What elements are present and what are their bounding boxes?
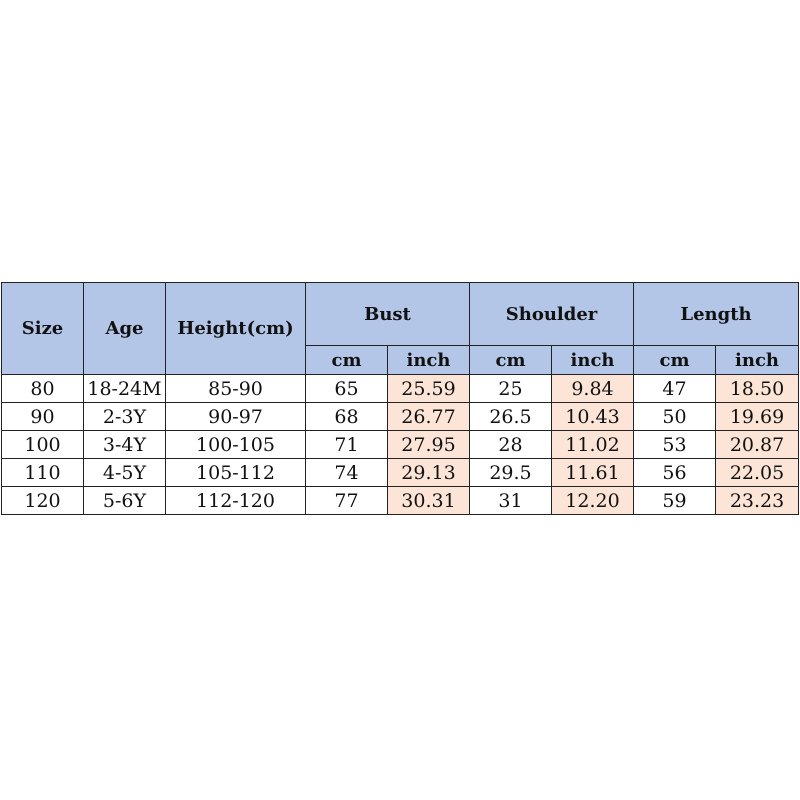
cell-age: 4-5Y [83, 458, 166, 487]
cell-shoulder-inch: 11.02 [550, 430, 635, 459]
header-length-cm: cm [633, 345, 717, 375]
cell-shoulder-inch: 11.61 [550, 458, 635, 487]
header-height: Height(cm) [165, 282, 306, 375]
header-shoulder: Shoulder [468, 282, 635, 346]
cell-length-inch: 23.23 [715, 486, 800, 515]
cell-age: 2-3Y [83, 402, 166, 431]
cell-height: 85-90 [165, 374, 306, 403]
table-row: 120 5-6Y 112-120 77 30.31 31 12.20 59 23.23 [1, 486, 800, 515]
cell-shoulder-cm: 25 [469, 374, 552, 403]
header-bust-inch: inch [387, 345, 470, 375]
cell-length-inch: 20.87 [715, 430, 800, 459]
cell-age: 5-6Y [83, 486, 166, 515]
cell-bust-inch: 29.13 [387, 458, 470, 487]
cell-bust-cm: 77 [305, 486, 388, 515]
header-length-inch: inch [715, 345, 800, 375]
cell-shoulder-cm: 31 [469, 486, 552, 515]
cell-bust-cm: 65 [305, 374, 388, 403]
cell-size: 120 [1, 486, 84, 515]
cell-shoulder-cm: 26.5 [469, 402, 552, 431]
cell-length-cm: 47 [633, 374, 717, 403]
cell-age: 18-24M [83, 374, 166, 403]
cell-size: 90 [1, 402, 84, 431]
cell-length-cm: 50 [633, 402, 717, 431]
cell-bust-inch: 30.31 [387, 486, 470, 515]
size-chart-table: Size Age Height(cm) Bust Shoulder Length… [1, 282, 800, 515]
cell-bust-cm: 68 [305, 402, 388, 431]
cell-shoulder-cm: 28 [469, 430, 552, 459]
cell-height: 105-112 [165, 458, 306, 487]
header-size: Size [1, 282, 84, 375]
cell-bust-cm: 74 [305, 458, 388, 487]
cell-shoulder-inch: 9.84 [550, 374, 635, 403]
cell-shoulder-inch: 10.43 [550, 402, 635, 431]
cell-size: 80 [1, 374, 84, 403]
cell-length-cm: 59 [633, 486, 717, 515]
cell-size: 100 [1, 430, 84, 459]
table-row: 90 2-3Y 90-97 68 26.77 26.5 10.43 50 19.69 [1, 402, 800, 431]
cell-length-inch: 19.69 [715, 402, 800, 431]
cell-length-inch: 22.05 [715, 458, 800, 487]
cell-height: 90-97 [165, 402, 306, 431]
cell-age: 3-4Y [83, 430, 166, 459]
cell-height: 100-105 [165, 430, 306, 459]
cell-bust-inch: 26.77 [387, 402, 470, 431]
cell-length-cm: 56 [633, 458, 717, 487]
header-shoulder-inch: inch [550, 345, 635, 375]
cell-bust-cm: 71 [305, 430, 388, 459]
cell-bust-inch: 27.95 [387, 430, 470, 459]
cell-length-cm: 53 [633, 430, 717, 459]
header-age: Age [83, 282, 166, 375]
table-row: 110 4-5Y 105-112 74 29.13 29.5 11.61 56 22.05 [1, 458, 800, 487]
cell-bust-inch: 25.59 [387, 374, 470, 403]
table-row: 100 3-4Y 100-105 71 27.95 28 11.02 53 20.87 [1, 430, 800, 459]
header-bust-cm: cm [305, 345, 388, 375]
header-length: Length [633, 282, 800, 346]
table-row: 80 18-24M 85-90 65 25.59 25 9.84 47 18.50 [1, 374, 800, 403]
cell-height: 112-120 [165, 486, 306, 515]
cell-size: 110 [1, 458, 84, 487]
cell-shoulder-cm: 29.5 [469, 458, 552, 487]
header-shoulder-cm: cm [469, 345, 552, 375]
header-bust: Bust [305, 282, 470, 346]
cell-length-inch: 18.50 [715, 374, 800, 403]
cell-shoulder-inch: 12.20 [550, 486, 635, 515]
